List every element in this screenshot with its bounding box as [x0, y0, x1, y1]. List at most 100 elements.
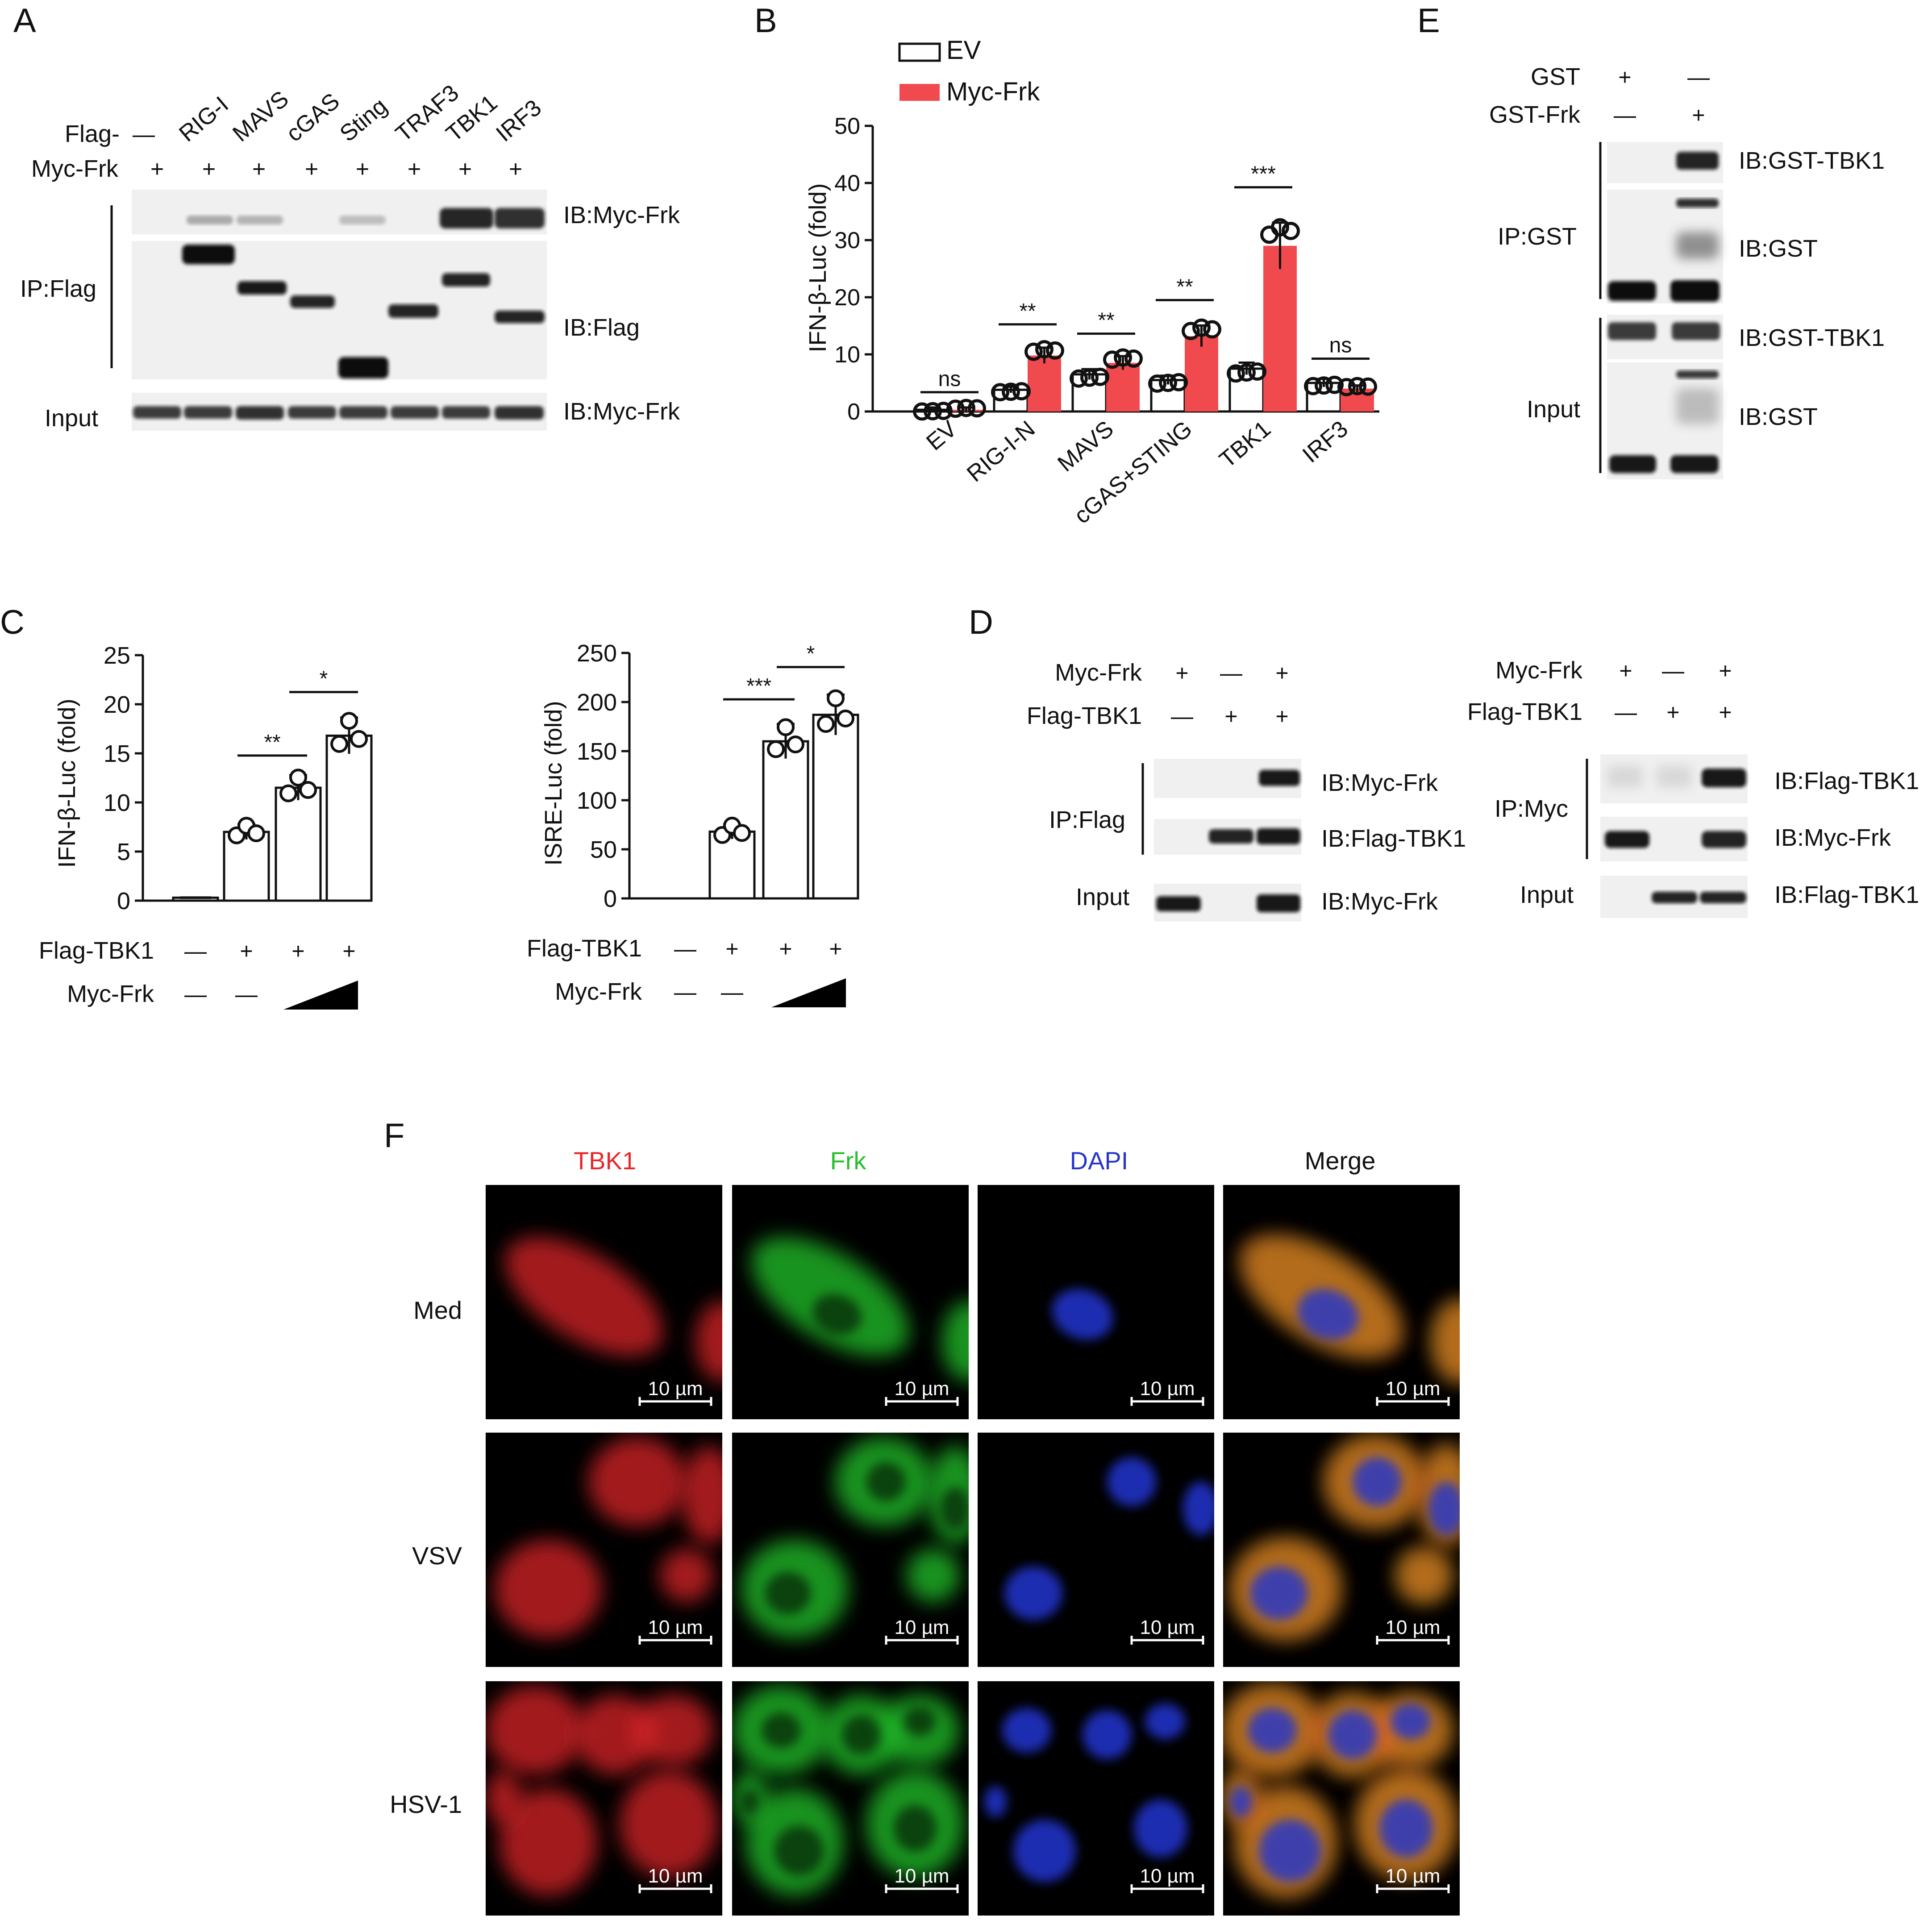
legend-label-ev: EV — [946, 36, 981, 65]
sign: + — [1692, 103, 1705, 128]
data-point — [837, 709, 854, 727]
nucleus-signal — [1250, 1567, 1308, 1620]
nucleus-void — [941, 1487, 969, 1530]
data-point — [777, 718, 795, 736]
micrograph-content: 10 µm — [495, 1437, 722, 1645]
blot-label: IB:Myc-Frk — [1774, 824, 1891, 851]
bar-ev — [1306, 382, 1342, 413]
chart-c2-bars — [708, 714, 859, 900]
cell-signal — [575, 1695, 655, 1775]
legend-label-frk: Myc-Frk — [946, 77, 1040, 106]
band — [1702, 769, 1746, 787]
y-tick-label: 250 — [577, 640, 617, 667]
nucleus-signal — [984, 1786, 1007, 1817]
sign: + — [1719, 658, 1732, 683]
sign: + — [779, 936, 792, 961]
data-point — [330, 735, 348, 753]
band — [1656, 765, 1692, 788]
x-tick-label: EV — [921, 416, 962, 456]
cell-signal — [633, 1695, 713, 1766]
ip-label: IP:Myc — [1495, 795, 1568, 822]
y-tick-label: 0 — [604, 885, 617, 912]
nucleus-void — [904, 1707, 936, 1736]
sign: — — [235, 982, 258, 1007]
band — [182, 245, 235, 264]
myc-row-label: Myc-Frk — [31, 155, 119, 182]
micrograph-content: 10 µm — [1238, 1234, 1460, 1406]
band — [1652, 892, 1697, 903]
sign: + — [1618, 65, 1631, 90]
nucleus-void — [762, 1712, 801, 1748]
chart-c1-bars — [172, 734, 373, 902]
micrograph-cells — [1238, 1234, 1460, 1384]
bar — [275, 786, 322, 902]
data-point — [1114, 348, 1132, 367]
x-tick-label: TBK1 — [1215, 416, 1276, 473]
data-point — [1012, 382, 1031, 401]
scale-bar-label: 10 µm — [894, 1617, 949, 1638]
data-point — [1282, 222, 1300, 241]
ip-label: IP:Flag — [20, 275, 96, 302]
blot-label-flag: IB:Flag — [563, 314, 640, 341]
sign: + — [1175, 661, 1188, 686]
chart-c2-axes: 0 50 100 150 200 250 — [577, 640, 857, 912]
data-point — [1103, 350, 1121, 369]
blot-label: IB:Flag-TBK1 — [1321, 825, 1466, 852]
myc-sign: + — [509, 156, 522, 182]
nucleus-void — [842, 1715, 881, 1754]
sign: — — [721, 980, 743, 1005]
cell-signal — [942, 1301, 969, 1381]
cell-signal-red — [1432, 1299, 1460, 1384]
data-point — [1315, 376, 1333, 395]
y-tick-label: 30 — [834, 228, 860, 254]
nucleus-signal — [1107, 1457, 1156, 1506]
significance-label: *** — [1251, 162, 1276, 186]
band — [1257, 894, 1300, 912]
y-tick-label: 0 — [847, 399, 860, 425]
panel-b: EV Myc-Frk IFN-β-Luc (fold) 01020304050 … — [804, 36, 1379, 529]
band — [442, 406, 490, 419]
y-tick-label: 10 — [104, 790, 130, 816]
myc-sign-row: + + + + + + + + — [150, 156, 522, 182]
nucleus-signal — [1052, 1289, 1113, 1340]
band — [1609, 455, 1656, 473]
nucleus-signal — [1013, 1820, 1076, 1882]
scale-bar-label: 10 µm — [648, 1378, 703, 1400]
nucleus-signal — [1004, 1567, 1062, 1620]
chart-b-significance: ns** *******ns — [920, 162, 1370, 394]
nucleus-void — [741, 1789, 759, 1814]
blot-label: IB:GST — [1739, 403, 1818, 430]
sign: — — [1687, 65, 1710, 90]
channel-label-frk: Frk — [830, 1147, 867, 1175]
sign: + — [342, 939, 355, 964]
data-point — [1124, 349, 1143, 368]
nucleus-signal — [1083, 1710, 1132, 1759]
cell-signal — [588, 1437, 687, 1526]
row-label-gst: GST — [1531, 63, 1580, 90]
micrograph-cells — [495, 1437, 722, 1638]
flag-row-label: Flag- — [65, 121, 120, 147]
scale-bar-label: 10 µm — [1140, 1865, 1195, 1887]
y-tick-label: 15 — [104, 740, 130, 767]
data-point — [1035, 340, 1053, 359]
panel-letter-b: B — [754, 2, 777, 40]
micrograph-cells — [732, 1686, 964, 1895]
blot-label: IB:Myc-Frk — [1321, 888, 1438, 915]
micrograph-cells — [1004, 1457, 1214, 1620]
band — [237, 216, 283, 224]
sign: — — [1614, 103, 1636, 128]
data-point — [1203, 320, 1221, 339]
band — [1700, 892, 1746, 903]
band — [1257, 828, 1300, 844]
nucleus-void — [894, 1805, 937, 1852]
data-point — [1260, 225, 1278, 244]
data-point — [1080, 368, 1099, 387]
lane-label-cgas: cGAS — [281, 88, 344, 147]
bar-myc-frk — [1028, 355, 1061, 411]
significance-label: ** — [1098, 309, 1114, 332]
lane-label-none: — — [133, 122, 155, 147]
bar — [812, 714, 859, 900]
band — [495, 208, 545, 229]
nucleus-void — [774, 1826, 824, 1876]
nucleus-signal — [1134, 1799, 1187, 1858]
